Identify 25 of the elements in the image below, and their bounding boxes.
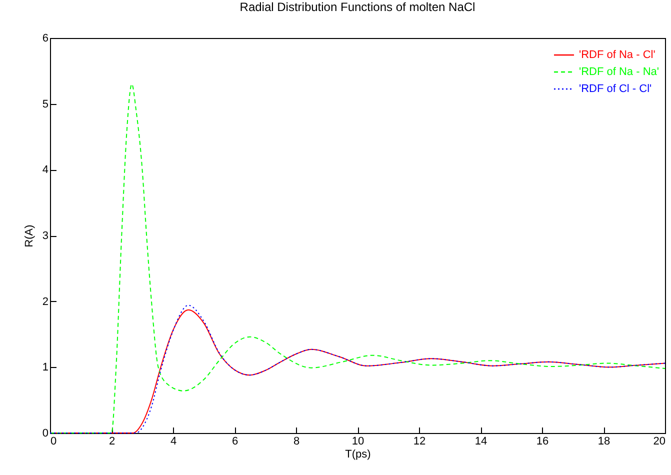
x-tick-label: 10 [352, 436, 364, 448]
y-tick-label: 1 [42, 362, 48, 374]
y-tick-label: 2 [42, 296, 48, 308]
y-tick-label: 4 [42, 164, 48, 176]
legend-label: 'RDF of Na - Cl' [579, 49, 656, 61]
line-series [50, 84, 666, 434]
y-tick-label: 3 [42, 230, 48, 242]
x-tick-label: 18 [598, 436, 610, 448]
x-axis-title: T(ps) [345, 448, 371, 460]
legend-label: 'RDF of Na - Na' [579, 66, 659, 78]
x-tick-label: 12 [413, 436, 426, 448]
x-tick-label: 6 [232, 436, 238, 448]
y-tick-label: 6 [42, 32, 48, 44]
y-tick-label: 5 [42, 98, 48, 110]
x-tick-label: 14 [474, 436, 488, 448]
x-tick-label: 20 [653, 436, 666, 448]
y-axis-title: R(A) [23, 224, 36, 248]
y-tick-label: 0 [42, 428, 48, 440]
x-tick-label: 0 [50, 436, 57, 448]
chart-title: Radial Distribution Functions of molten NaCl [240, 0, 476, 14]
x-tick-label: 4 [170, 436, 177, 448]
x-tick-label: 16 [536, 436, 549, 448]
legend-label: 'RDF of Cl - Cl' [579, 83, 652, 95]
x-tick-label: 8 [293, 436, 300, 448]
x-tick-label: 2 [108, 436, 116, 448]
